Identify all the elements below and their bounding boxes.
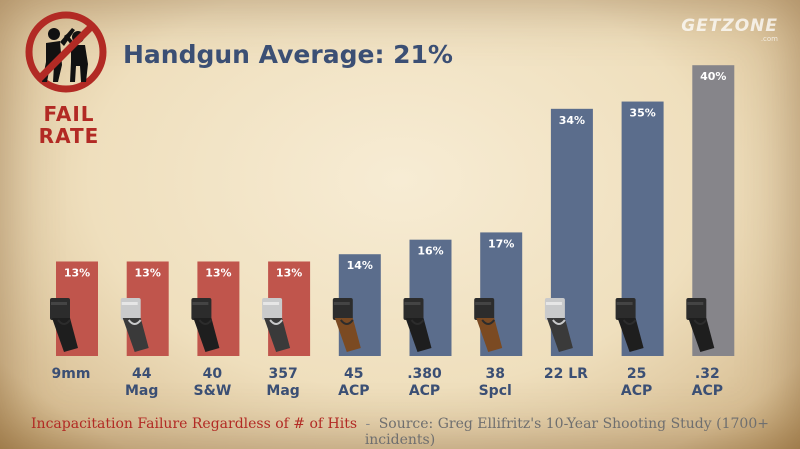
category-label: 357 <box>268 366 297 382</box>
brand-logo: GETZONE <box>681 16 778 36</box>
bar-value-label: 16% <box>417 245 443 258</box>
handgun-icon <box>474 298 503 352</box>
bar-value-label: 35% <box>629 107 655 120</box>
category-label: Spcl <box>479 383 512 399</box>
category-label: 22 LR <box>544 366 588 382</box>
category-label: .380 <box>407 366 442 382</box>
handgun-icon <box>191 298 220 352</box>
category-label: 45 <box>344 366 363 382</box>
handgun-icon <box>686 298 715 352</box>
category-label: S&W <box>194 383 232 399</box>
handgun-icon <box>332 298 361 352</box>
bar-value-label: 34% <box>559 114 585 127</box>
footer-source: Source: Greg Ellifritz's 10-Year Shootin… <box>364 416 769 448</box>
brand-logo-sub: .com <box>760 35 778 43</box>
category-label: Mag <box>125 383 158 399</box>
bar-value-label: 17% <box>488 237 514 250</box>
footer-separator: - <box>365 416 371 432</box>
handgun-icon <box>544 298 573 352</box>
category-label: .32 <box>695 366 720 382</box>
bar-value-label: 14% <box>347 259 373 272</box>
handgun-icon <box>403 298 432 352</box>
bar-value-label: 13% <box>276 266 302 279</box>
category-label: 38 <box>485 366 504 382</box>
page-title: Handgun Average: 21% <box>123 40 453 69</box>
category-label: ACP <box>409 383 440 399</box>
handgun-icon <box>615 298 644 352</box>
handgun-icon <box>120 298 149 352</box>
bar-value-label: 40% <box>700 70 726 83</box>
handgun-icon <box>50 298 78 352</box>
category-label: 9mm <box>52 366 91 382</box>
category-label: 44 <box>132 366 152 382</box>
category-label: 25 <box>627 366 646 382</box>
footer-caption: Incapacitation Failure Regardless of # o… <box>31 416 358 432</box>
category-label: Mag <box>266 383 299 399</box>
category-label: ACP <box>692 383 723 399</box>
handgun-icon <box>262 298 291 352</box>
fail-rate-badge-icon <box>24 10 108 94</box>
fail-label: FAIL <box>43 102 95 126</box>
category-label: 40 <box>203 366 223 382</box>
bar-value-label: 13% <box>205 266 231 279</box>
rate-label: RATE <box>38 124 100 148</box>
chart-footer: Incapacitation Failure Regardless of # o… <box>0 416 800 448</box>
bar-value-label: 13% <box>135 266 161 279</box>
category-label: ACP <box>621 383 652 399</box>
category-label: ACP <box>338 383 369 399</box>
bar-value-label: 13% <box>64 266 90 279</box>
